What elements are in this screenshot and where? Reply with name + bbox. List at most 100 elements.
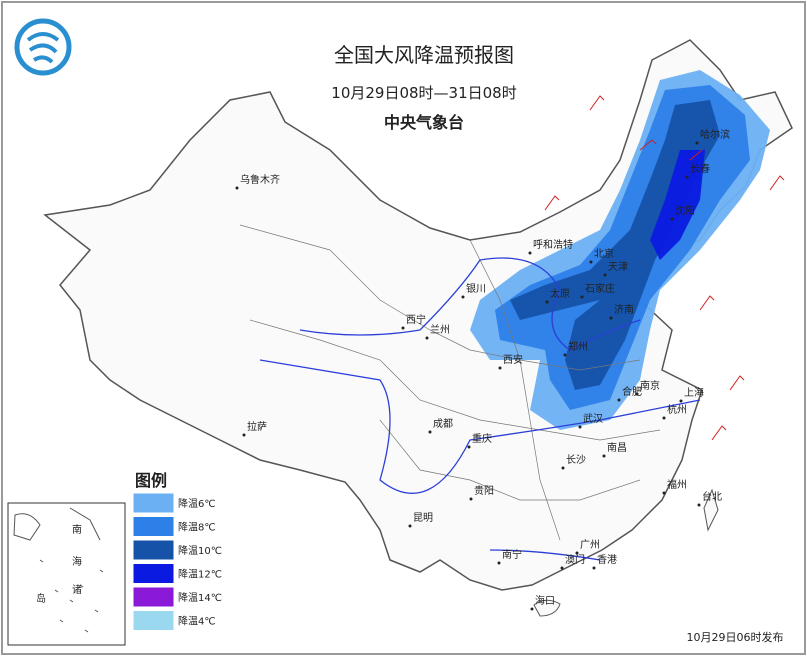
- city-label: 海口: [535, 594, 555, 607]
- city-dot: [428, 430, 432, 434]
- city-label: 贵阳: [474, 484, 494, 497]
- wind-barbs: [544, 95, 785, 441]
- province-borders: [239, 224, 661, 541]
- city-label: 武汉: [583, 412, 603, 425]
- city-dot: [603, 273, 607, 277]
- city-dot: [662, 416, 666, 420]
- city-dot: [469, 497, 473, 501]
- issue-time: 10月29日06时发布: [687, 630, 784, 644]
- city-label: 长沙: [566, 454, 586, 466]
- city-dot: [561, 466, 565, 470]
- city-label: 银川: [466, 282, 486, 295]
- legend-swatch: [132, 492, 175, 514]
- city-dot: [575, 551, 579, 555]
- city-dot: [528, 251, 532, 255]
- legend-swatch: [132, 563, 175, 584]
- city-label: 拉萨: [247, 420, 267, 433]
- city-label: 香港: [597, 554, 617, 566]
- city-dot: [578, 425, 582, 429]
- cooling-zones: [470, 70, 770, 430]
- city-label: 北京: [594, 247, 614, 260]
- agency: 中央气象台: [384, 113, 464, 132]
- city-label: 上海: [684, 386, 704, 399]
- city-label: 台北: [702, 490, 722, 503]
- inset-label: 岛: [36, 592, 46, 605]
- legend-label: 降温6℃: [178, 497, 216, 510]
- city-dot: [560, 566, 564, 570]
- city-label: 乌鲁木齐: [240, 173, 280, 186]
- city-label: 杭州: [667, 403, 687, 416]
- city-dot: [425, 336, 429, 340]
- city-dot: [235, 186, 239, 190]
- legend-label: 降温12℃: [178, 568, 222, 581]
- city-dot: [563, 353, 567, 357]
- city-dot: [602, 454, 606, 458]
- legend: 降温6℃ 降温8℃ 降温10℃ 降温12℃ 降温14℃ 降温4℃: [132, 492, 222, 631]
- city-dot: [662, 491, 666, 495]
- legend-label: 降温8℃: [178, 521, 216, 534]
- legend-swatch: [132, 516, 175, 537]
- legend-label: 降温10℃: [178, 544, 222, 557]
- city-dot: [617, 398, 621, 402]
- city-label: 昆明: [413, 512, 433, 524]
- city-dot: [545, 300, 549, 304]
- city-dot: [580, 295, 584, 299]
- city-label: 郑州: [568, 340, 588, 353]
- legend-swatch: [132, 610, 175, 631]
- city-label: 石家庄: [585, 282, 615, 295]
- city-dot: [467, 445, 471, 449]
- legend-label: 降温4℃: [178, 615, 216, 628]
- city-label: 重庆: [472, 432, 492, 445]
- city-dot: [589, 260, 593, 264]
- city-label: 广州: [580, 539, 600, 551]
- city-dot: [697, 503, 701, 507]
- city-label: 合肥: [622, 385, 642, 398]
- legend-title: 图例: [135, 471, 167, 490]
- city-label: 长春: [690, 163, 710, 175]
- city-label: 南宁: [502, 548, 522, 561]
- legend-swatch: [132, 586, 175, 608]
- city-label: 南京: [640, 379, 660, 392]
- city-dot: [530, 607, 534, 611]
- city-dot: [497, 561, 501, 565]
- city-label: 呼和浩特: [533, 239, 573, 251]
- taiwan: [703, 488, 719, 532]
- city-dot: [401, 326, 405, 330]
- city-dot: [695, 141, 699, 145]
- city-label: 澳门: [565, 553, 585, 566]
- map-title: 全国大风降温预报图: [334, 43, 514, 67]
- city-label: 兰州: [430, 323, 450, 336]
- cooling-zone: [650, 150, 705, 260]
- city-dot: [685, 175, 689, 179]
- legend-label: 降温14℃: [178, 591, 222, 604]
- inset-label: 南: [72, 523, 82, 536]
- rivers: [259, 257, 701, 561]
- inset-label: 海: [72, 555, 82, 568]
- legend-swatch: [132, 539, 175, 561]
- hainan: [533, 599, 561, 617]
- forecast-period: 10月29日08时—31日08时: [331, 84, 516, 102]
- city-label: 济南: [614, 303, 634, 316]
- logo: [14, 18, 72, 76]
- city-dot: [609, 316, 613, 320]
- city-dot: [670, 217, 674, 221]
- city-label: 天津: [608, 261, 628, 273]
- inset-label: 诸: [72, 584, 82, 596]
- city-label: 南昌: [607, 441, 627, 454]
- city-label: 沈阳: [675, 204, 695, 217]
- city-dot: [635, 392, 639, 396]
- city-label: 成都: [433, 418, 453, 430]
- city-label: 太原: [550, 287, 570, 300]
- cooling-zone: [510, 100, 720, 390]
- city-dot: [461, 295, 465, 299]
- city-label: 西安: [503, 353, 523, 366]
- city-dot: [592, 566, 596, 570]
- city-label: 西宁: [406, 313, 426, 326]
- city-label: 哈尔滨: [700, 128, 730, 141]
- city-dot: [242, 433, 246, 437]
- city-dot: [498, 366, 502, 370]
- city-dot: [679, 399, 683, 403]
